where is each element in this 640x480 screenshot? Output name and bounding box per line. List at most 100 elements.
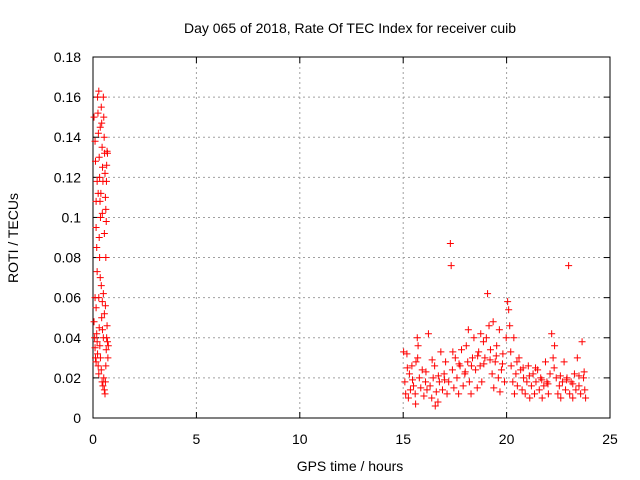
data-point bbox=[102, 254, 110, 262]
data-point bbox=[422, 378, 430, 386]
data-point bbox=[512, 370, 520, 378]
data-point bbox=[551, 342, 559, 350]
data-point bbox=[548, 330, 556, 338]
data-point bbox=[90, 318, 98, 326]
data-point bbox=[490, 384, 498, 392]
data-point bbox=[507, 348, 515, 356]
data-point bbox=[481, 354, 489, 362]
data-point bbox=[91, 137, 99, 145]
y-tick-labels: 0 0.02 0.04 0.06 0.08 0.1 0.12 0.14 0.16 0.18 bbox=[54, 49, 81, 426]
data-point bbox=[465, 378, 473, 386]
data-point bbox=[510, 390, 518, 398]
data-point bbox=[468, 354, 476, 362]
data-point bbox=[97, 282, 105, 290]
data-point bbox=[565, 262, 573, 270]
x-tick-label: 25 bbox=[602, 431, 618, 447]
data-point bbox=[558, 378, 566, 386]
data-point bbox=[432, 388, 440, 396]
data-point bbox=[93, 338, 101, 346]
data-point bbox=[523, 378, 531, 386]
data-point bbox=[93, 330, 101, 338]
data-point bbox=[406, 386, 414, 394]
data-point bbox=[461, 368, 469, 376]
data-point bbox=[527, 382, 535, 390]
data-point bbox=[100, 374, 108, 382]
data-point bbox=[549, 354, 557, 362]
data-point bbox=[98, 298, 106, 306]
data-point bbox=[577, 390, 585, 398]
data-point bbox=[480, 360, 488, 368]
x-tick-labels: 0 5 10 15 20 25 bbox=[89, 431, 618, 447]
data-point bbox=[562, 386, 570, 394]
y-tick-label: 0.12 bbox=[54, 169, 81, 185]
data-point bbox=[495, 326, 503, 334]
data-point bbox=[92, 304, 100, 312]
data-point bbox=[424, 330, 432, 338]
data-point bbox=[102, 205, 110, 213]
data-point bbox=[488, 370, 496, 378]
data-point bbox=[91, 344, 99, 352]
data-point bbox=[544, 390, 552, 398]
data-point bbox=[513, 382, 521, 390]
data-point bbox=[101, 378, 109, 386]
data-point bbox=[422, 368, 430, 376]
data-point bbox=[426, 382, 434, 390]
data-point bbox=[476, 362, 484, 370]
data-point bbox=[540, 382, 548, 390]
data-point bbox=[458, 346, 466, 354]
data-point bbox=[505, 306, 513, 314]
data-point bbox=[414, 342, 422, 350]
data-point bbox=[507, 362, 515, 370]
data-point bbox=[100, 133, 108, 141]
data-point bbox=[474, 352, 482, 360]
data-point bbox=[412, 400, 420, 408]
data-point bbox=[104, 354, 112, 362]
data-point bbox=[497, 366, 505, 374]
data-point bbox=[569, 394, 577, 402]
data-point bbox=[431, 362, 439, 370]
data-point bbox=[489, 318, 497, 326]
data-point bbox=[535, 386, 543, 394]
data-point bbox=[482, 334, 490, 342]
data-point bbox=[519, 364, 527, 372]
data-point bbox=[441, 376, 449, 384]
data-point bbox=[420, 392, 428, 400]
data-point bbox=[412, 358, 420, 366]
y-tick-label: 0.1 bbox=[62, 209, 82, 225]
data-point bbox=[411, 390, 419, 398]
data-point bbox=[97, 366, 105, 374]
data-point bbox=[94, 362, 102, 370]
data-point bbox=[580, 374, 588, 382]
data-point bbox=[417, 384, 425, 392]
data-point bbox=[560, 358, 568, 366]
data-point bbox=[443, 390, 451, 398]
data-point bbox=[499, 350, 507, 358]
data-point bbox=[510, 334, 518, 342]
data-point bbox=[96, 173, 104, 181]
data-point bbox=[532, 364, 540, 372]
data-point bbox=[467, 362, 475, 370]
data-point bbox=[94, 109, 102, 117]
data-point bbox=[93, 244, 101, 252]
data-point bbox=[92, 358, 100, 366]
data-point bbox=[93, 268, 101, 276]
data-point bbox=[486, 346, 494, 354]
data-point bbox=[538, 394, 546, 402]
data-point bbox=[98, 314, 106, 322]
data-point bbox=[402, 390, 410, 398]
y-tick-label: 0.06 bbox=[54, 290, 81, 306]
data-point bbox=[446, 240, 454, 248]
data-point bbox=[431, 402, 439, 410]
data-point bbox=[504, 298, 512, 306]
data-point bbox=[453, 374, 461, 382]
data-point bbox=[101, 390, 109, 398]
data-point bbox=[485, 322, 493, 330]
x-tick-label: 5 bbox=[193, 431, 201, 447]
data-point bbox=[98, 143, 106, 151]
data-point bbox=[409, 376, 417, 384]
data-point bbox=[451, 354, 459, 362]
data-point bbox=[99, 93, 107, 101]
data-point bbox=[563, 376, 571, 384]
data-point bbox=[580, 368, 588, 376]
data-point bbox=[462, 342, 470, 350]
